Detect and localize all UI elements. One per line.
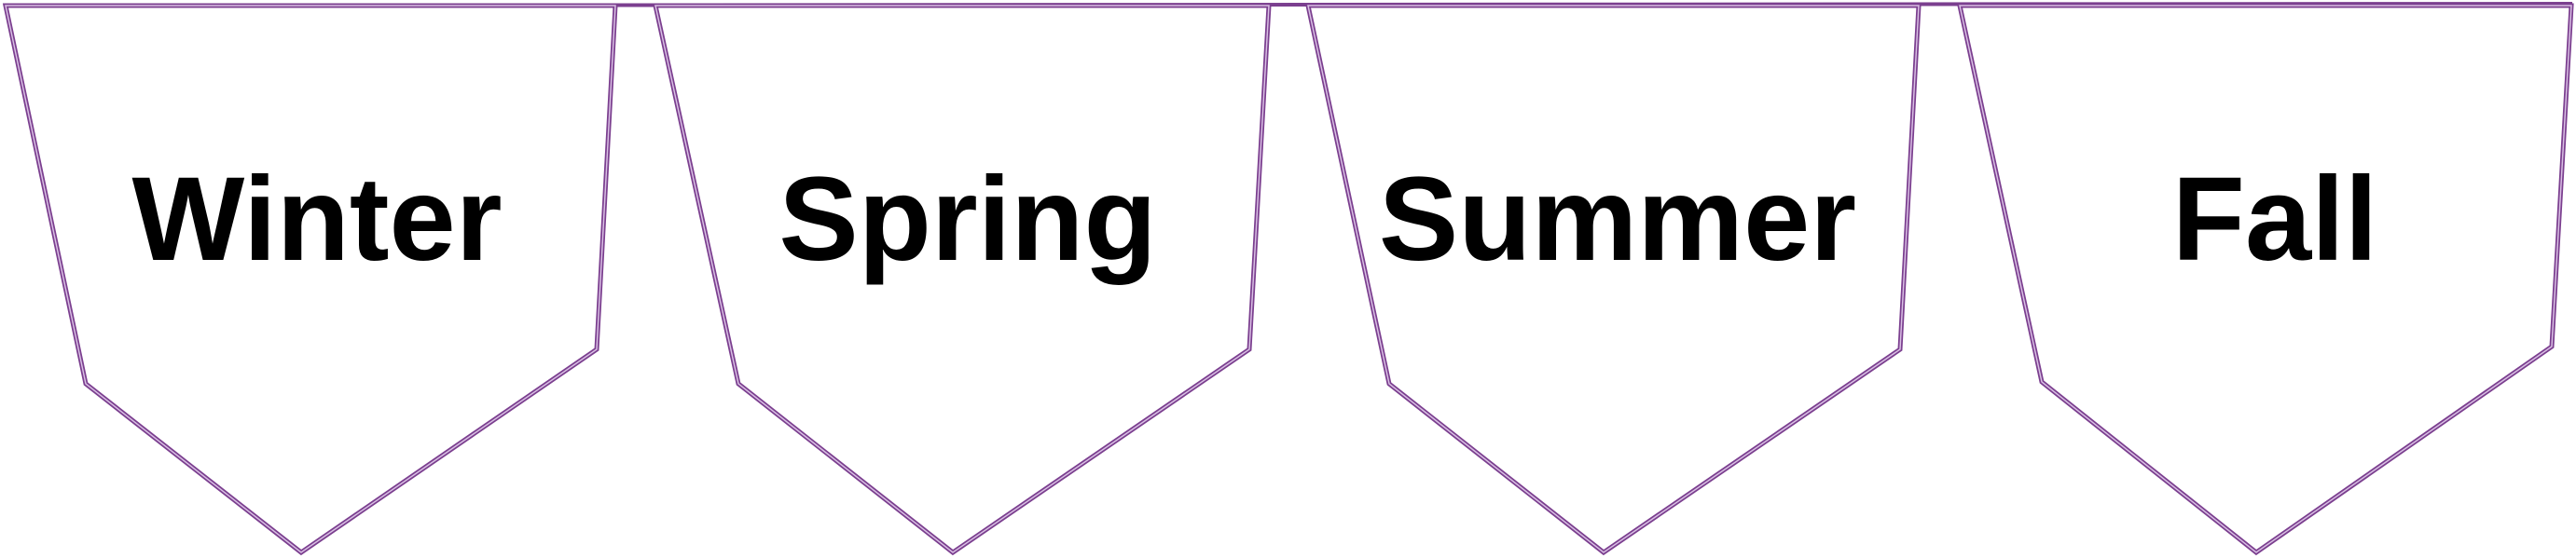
flag-label-spring: Spring <box>778 153 1157 286</box>
flag-label-summer: Summer <box>1378 153 1857 286</box>
flag-label-fall: Fall <box>2171 153 2378 286</box>
flag-label-winter: Winter <box>131 153 503 286</box>
